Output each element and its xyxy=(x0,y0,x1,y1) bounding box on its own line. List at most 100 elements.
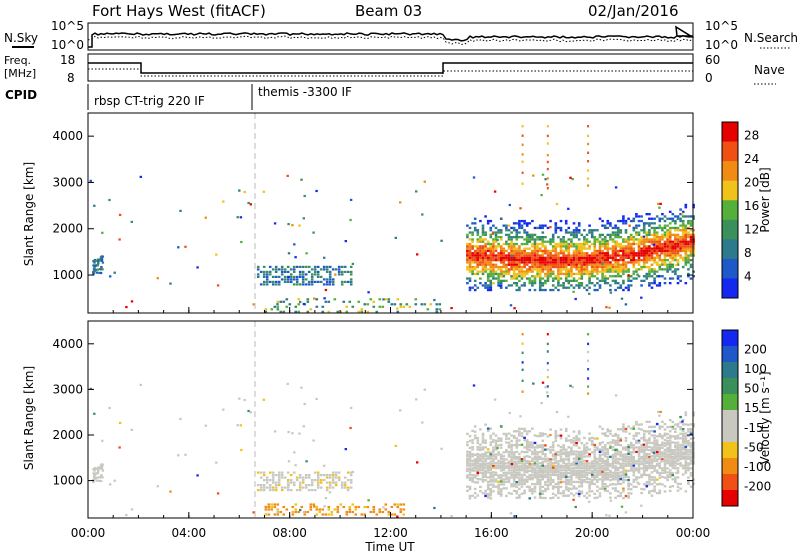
velocity-cell xyxy=(650,494,654,497)
power-cell xyxy=(687,231,690,234)
power-cell xyxy=(668,210,672,213)
velocity-cell xyxy=(479,485,482,488)
power-cell xyxy=(505,286,508,289)
power-cell xyxy=(585,256,589,259)
power-cell xyxy=(606,254,610,257)
velocity-cell xyxy=(533,451,537,454)
velocity-cell xyxy=(551,492,555,495)
power-cell xyxy=(562,242,565,246)
velocity-cell xyxy=(559,455,563,458)
velocity-cell xyxy=(689,429,693,433)
velocity-cell xyxy=(622,467,625,470)
velocity-cell xyxy=(666,476,669,479)
data-cell xyxy=(346,270,350,273)
power-cell xyxy=(640,238,643,241)
power-cell xyxy=(520,277,524,280)
power-cell xyxy=(668,252,672,255)
power-cell xyxy=(577,268,581,271)
power-cell xyxy=(510,284,513,287)
velocity-cell xyxy=(512,478,516,481)
velocity-cell xyxy=(606,468,610,472)
power-cell xyxy=(508,203,511,207)
velocity-cell xyxy=(575,466,578,470)
velocity-cell xyxy=(525,467,529,470)
power-cell xyxy=(587,177,590,180)
power-cell xyxy=(601,219,604,223)
power-cell xyxy=(536,259,539,262)
colorbar-tick-label: 12 xyxy=(744,223,759,237)
velocity-cell xyxy=(655,469,659,472)
power-cell xyxy=(249,203,252,206)
power-cell xyxy=(650,226,654,230)
power-cell xyxy=(687,222,690,225)
velocity-cell xyxy=(468,494,472,498)
power-cell xyxy=(551,236,555,239)
power-cell xyxy=(546,256,550,259)
power-cell xyxy=(661,259,664,262)
velocity-cell xyxy=(544,466,547,469)
velocity-cell xyxy=(577,462,581,465)
velocity-cell xyxy=(541,490,545,493)
power-cell xyxy=(687,233,690,236)
power-cell xyxy=(642,238,646,241)
power-cell xyxy=(468,231,472,234)
power-cell xyxy=(468,252,472,255)
velocity-cell xyxy=(536,482,539,486)
power-cell xyxy=(415,190,418,193)
power-cell xyxy=(624,252,628,255)
power-cell xyxy=(551,259,555,262)
velocity-cell xyxy=(609,444,612,447)
velocity-cell xyxy=(118,421,122,424)
power-cell xyxy=(681,238,685,241)
power-cell xyxy=(619,254,623,257)
power-cell xyxy=(528,259,532,262)
velocity-cell xyxy=(544,475,547,479)
velocity-cell xyxy=(481,437,485,440)
velocity-cell xyxy=(249,411,252,414)
power-cell xyxy=(497,259,500,262)
velocity-cell xyxy=(629,483,633,486)
velocity-cell xyxy=(674,427,677,431)
velocity-cell xyxy=(525,455,529,458)
velocity-cell xyxy=(629,441,633,445)
power-cell xyxy=(479,259,482,262)
velocity-cell xyxy=(476,459,480,462)
velocity-cell xyxy=(619,471,623,474)
power-cell xyxy=(468,263,472,266)
power-cell xyxy=(544,240,547,243)
power-cell xyxy=(668,263,672,266)
velocity-cell xyxy=(606,451,610,454)
power-cell xyxy=(616,265,620,269)
velocity-cell xyxy=(650,429,654,433)
power-cell xyxy=(546,265,550,269)
velocity-cell xyxy=(653,469,656,472)
velocity-cell xyxy=(471,441,474,444)
power-cell xyxy=(663,215,667,218)
power-cell xyxy=(609,236,612,239)
power-cell xyxy=(575,247,578,250)
power-cell xyxy=(536,238,539,241)
power-cell xyxy=(473,229,477,232)
power-cell xyxy=(313,297,316,300)
power-cell xyxy=(473,217,477,220)
power-cell xyxy=(492,240,495,243)
velocity-cell xyxy=(513,515,516,518)
velocity-cell xyxy=(559,459,563,463)
velocity-cell xyxy=(642,453,646,456)
velocity-cell xyxy=(606,474,610,477)
velocity-cell xyxy=(481,432,485,435)
velocity-cell xyxy=(606,472,610,475)
power-cell xyxy=(544,272,547,276)
power-cell xyxy=(616,270,620,273)
velocity-cell xyxy=(601,427,604,431)
data-cell xyxy=(295,275,299,278)
power-cell xyxy=(650,217,654,220)
velocity-cell xyxy=(541,449,545,452)
velocity-cell xyxy=(518,496,521,499)
velocity-cell xyxy=(585,464,589,467)
velocity-cell xyxy=(577,466,581,469)
power-cell xyxy=(549,226,552,229)
power-cell xyxy=(473,256,477,259)
velocity-cell xyxy=(564,462,568,466)
power-cell xyxy=(650,238,654,241)
